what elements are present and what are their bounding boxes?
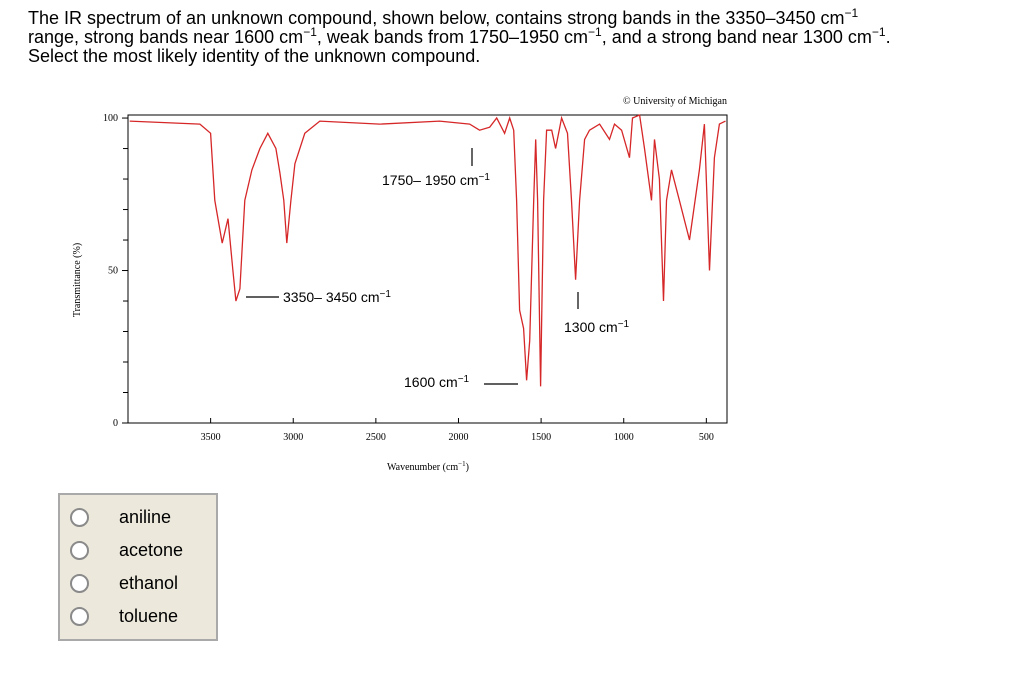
x-axis-label: Wavenumber (cm−1) [387,460,469,473]
superscript: −1 [458,460,466,468]
question-line: The IR spectrum of an unknown compound, … [28,6,891,28]
option[interactable]: ethanol [70,570,178,596]
x-tick-label: 1500 [531,432,551,443]
x-tick-label: 500 [699,432,714,443]
annotation: 3350– 3450 cm−1 [283,289,391,306]
superscript: −1 [844,6,859,20]
superscript: −1 [871,25,886,39]
option-label: toluene [119,605,179,626]
question-text: , and a strong band near 1300 cm [601,27,872,47]
radio-button[interactable] [70,507,89,527]
superscript: −1 [479,172,491,183]
y-tick-label: 100 [103,113,118,124]
option-label: ethanol [119,572,179,593]
spectrum-chart: © University of Michigan 3500 3000 2500 2000… [72,96,728,473]
annotation-text: 1300 cm [564,319,618,335]
question: The IR spectrum of an unknown compound, … [28,6,891,66]
x-axis-label-text: ) [466,462,469,473]
x-axis-label-text: Wavenumber (cm [387,462,458,473]
question-text: The IR spectrum of an unknown compound, … [28,8,845,28]
x-tick-label: 2000 [448,432,468,443]
superscript: −1 [380,289,392,300]
question-text: , weak bands from 1750–1950 cm [316,27,589,47]
question-text: . [885,27,891,47]
superscript: −1 [588,25,602,39]
option[interactable]: acetone [70,537,183,563]
annotation-text: 3350– 3450 cm [283,289,380,305]
annotation-text: 1600 cm [404,374,458,390]
x-tick-label: 3500 [201,432,221,443]
option[interactable]: aniline [70,504,171,530]
y-tick-label: 50 [108,266,118,277]
credit: © University of Michigan [623,96,727,107]
radio-button[interactable] [70,606,89,626]
x-tick-label: 3000 [283,432,303,443]
option-label: aniline [119,506,172,527]
radio-button[interactable] [70,540,89,560]
spectrum-line [129,114,726,387]
question-text: Select the most likely identity of the u… [28,46,481,66]
question-line: range, strong bands near 1600 cm−1, weak… [28,25,891,47]
y-tick-label: 0 [113,418,118,429]
question-line: Select the most likely identity of the u… [28,47,891,66]
superscript: −1 [618,319,630,330]
x-tick-label: 2500 [366,432,386,443]
radio-button[interactable] [70,573,89,593]
superscript: −1 [458,374,470,385]
option-label: acetone [119,539,184,560]
annotation: 1750– 1950 cm−1 [382,172,490,189]
annotation-text: 1750– 1950 cm [382,172,479,188]
y-axis-label: Transmittance (%) [72,243,83,317]
option[interactable]: toluene [70,603,178,629]
plot-frame [127,114,728,424]
x-tick-label: 1000 [614,432,634,443]
options-box: aniline acetone ethanol toluene [58,493,218,641]
annotation: 1300 cm−1 [564,319,630,336]
annotation: 1600 cm−1 [404,374,470,391]
question-text: range, strong bands near 1600 cm [28,27,304,47]
superscript: −1 [303,25,317,39]
